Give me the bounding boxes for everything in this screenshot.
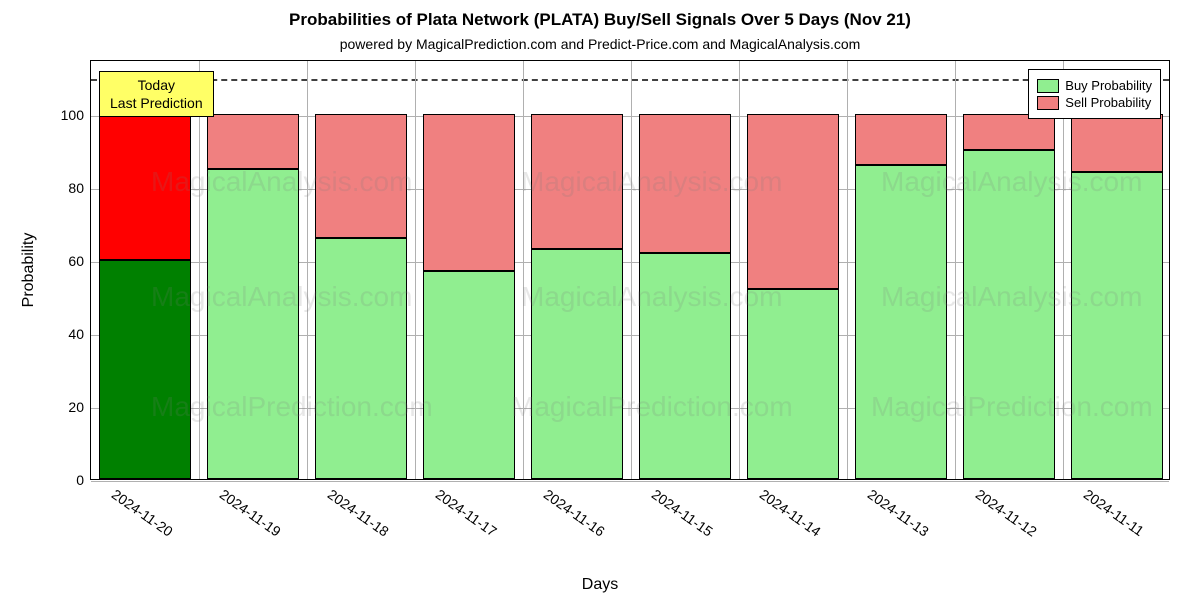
chart-title: Probabilities of Plata Network (PLATA) B… [0, 10, 1200, 30]
legend-swatch [1037, 79, 1059, 93]
today-annotation-line2: Last Prediction [110, 94, 203, 112]
bar-group [855, 59, 947, 479]
gridline-v [739, 61, 740, 479]
gridline-v [1063, 61, 1064, 479]
bar-buy [531, 249, 623, 479]
bar-sell [1071, 114, 1163, 172]
bar-buy [315, 238, 407, 479]
gridline-v [955, 61, 956, 479]
bar-group [639, 59, 731, 479]
bar-sell [315, 114, 407, 238]
today-annotation-line1: Today [110, 76, 203, 94]
gridline-v [523, 61, 524, 479]
bar-buy [747, 289, 839, 479]
bar-sell [963, 114, 1055, 151]
bar-buy [855, 165, 947, 479]
gridline-h [91, 481, 1169, 482]
gridline-v [199, 61, 200, 479]
bar-buy [99, 260, 191, 479]
chart-container: Probabilities of Plata Network (PLATA) B… [0, 0, 1200, 600]
bar-sell [99, 114, 191, 260]
bar-buy [207, 169, 299, 479]
bar-sell [423, 114, 515, 271]
bar-sell [207, 114, 299, 169]
bar-buy [963, 150, 1055, 479]
plot-area: MagicalAnalysis.comMagicalAnalysis.comMa… [90, 60, 1170, 480]
bar-buy [423, 271, 515, 479]
chart-subtitle: powered by MagicalPrediction.com and Pre… [0, 36, 1200, 52]
bar-group [531, 59, 623, 479]
bar-sell [531, 114, 623, 249]
ytick-label: 100 [44, 107, 84, 123]
bar-sell [747, 114, 839, 289]
ytick-label: 80 [44, 180, 84, 196]
legend-label: Sell Probability [1065, 95, 1151, 110]
bar-group [207, 59, 299, 479]
legend-item: Buy Probability [1037, 78, 1152, 93]
bar-group [747, 59, 839, 479]
x-axis-label: Days [0, 576, 1200, 594]
gridline-v [631, 61, 632, 479]
gridline-v [415, 61, 416, 479]
legend-label: Buy Probability [1065, 78, 1152, 93]
gridline-v [307, 61, 308, 479]
bar-buy [639, 253, 731, 479]
ytick-label: 40 [44, 326, 84, 342]
legend: Buy Probability Sell Probability [1028, 69, 1161, 119]
bar-sell [639, 114, 731, 253]
bar-group [99, 59, 191, 479]
y-axis-label: Probability [20, 233, 38, 308]
bar-group [963, 59, 1055, 479]
today-annotation: TodayLast Prediction [99, 71, 214, 117]
bar-buy [1071, 172, 1163, 479]
bar-group [315, 59, 407, 479]
ytick-label: 20 [44, 399, 84, 415]
legend-item: Sell Probability [1037, 95, 1152, 110]
bar-group [423, 59, 515, 479]
gridline-v [847, 61, 848, 479]
legend-swatch [1037, 96, 1059, 110]
bar-sell [855, 114, 947, 165]
ytick-label: 0 [44, 472, 84, 488]
ytick-label: 60 [44, 253, 84, 269]
bar-group [1071, 59, 1163, 479]
